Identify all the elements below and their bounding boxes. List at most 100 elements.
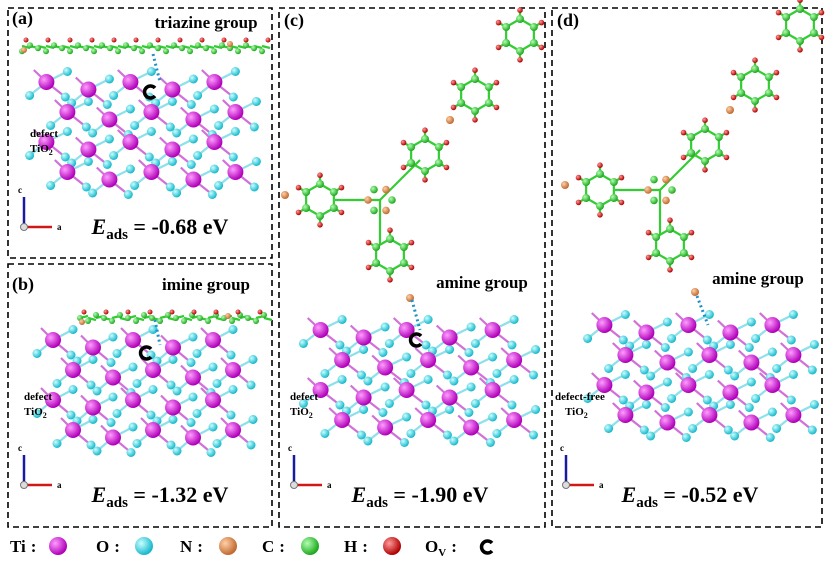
atom [86,440,96,450]
structures [7,0,825,555]
substrate-formula: TiO2 [30,143,53,157]
atom [818,34,825,41]
atom [302,204,311,212]
atom [228,385,238,394]
atom [420,352,437,368]
atom [365,239,372,246]
atom [246,380,256,390]
atom [125,315,131,321]
atom [123,42,129,49]
atom [725,400,735,409]
atom [408,239,415,246]
energy-subscript: ads [636,495,658,511]
atom [488,352,498,362]
atom [809,13,818,21]
atom [106,358,116,367]
legend-swatch [383,537,401,555]
atom [495,19,502,26]
atom [516,47,524,55]
atom [143,164,160,180]
atom [421,400,431,410]
atom [208,362,218,372]
atom [597,212,603,218]
atom [421,135,429,143]
atom [517,57,523,63]
atom [388,196,396,204]
atom [659,354,676,371]
atom [785,347,802,363]
atom [125,309,131,315]
atom [502,23,511,31]
atom [228,152,238,162]
oxygen-vacancy [408,332,423,348]
atom [746,377,756,387]
bond [659,149,701,191]
atom [407,159,416,167]
atom [85,399,101,416]
atom [701,347,718,363]
atom [249,182,259,192]
panel-label: (b) [12,274,34,295]
atom [235,48,241,55]
atom [765,433,775,442]
energy-value: = -1.32 eV [128,482,229,507]
atom [147,42,153,49]
atom [67,37,73,43]
atom [662,317,672,327]
legend-swatch [135,537,153,555]
atom [751,394,761,403]
atom [772,424,782,433]
atom [317,172,323,178]
atom [111,37,117,43]
atom [165,312,171,318]
atom [91,48,97,55]
atom [714,149,723,157]
atom [402,412,412,422]
legend-sep: : [197,537,203,556]
atom [191,309,197,315]
atom [209,164,219,174]
atom [407,143,416,151]
atom [32,409,42,418]
atom [209,104,219,114]
legend-label: OV: [425,537,457,559]
atom [681,433,691,442]
atom [443,139,450,146]
atom [680,154,687,161]
atom [809,400,819,409]
atom [46,181,56,190]
atom [164,141,181,158]
atom [101,171,118,188]
atom [596,170,604,178]
atom [652,233,661,241]
atom [185,171,202,188]
atom [102,160,112,169]
atom [148,385,158,394]
atom [123,190,133,199]
atom [130,181,140,190]
atom [133,318,139,324]
axis-label: c [18,185,22,195]
atom [701,407,718,423]
atom [122,134,139,150]
energy-subscript: ads [106,227,128,243]
atom [463,419,480,436]
atom [230,127,240,136]
atom [235,309,241,315]
atom [219,42,225,49]
atom [470,339,480,348]
atom [688,424,698,433]
atom [205,332,221,348]
atom [575,174,582,181]
atom [335,400,345,410]
bond [379,159,421,201]
atom [337,375,347,384]
atom [596,377,613,393]
panel-border [7,263,273,528]
atom [785,407,802,423]
atom [356,370,366,380]
atom [83,157,93,166]
atom [726,106,734,114]
axis-label: a [57,222,62,232]
atom [382,206,390,215]
